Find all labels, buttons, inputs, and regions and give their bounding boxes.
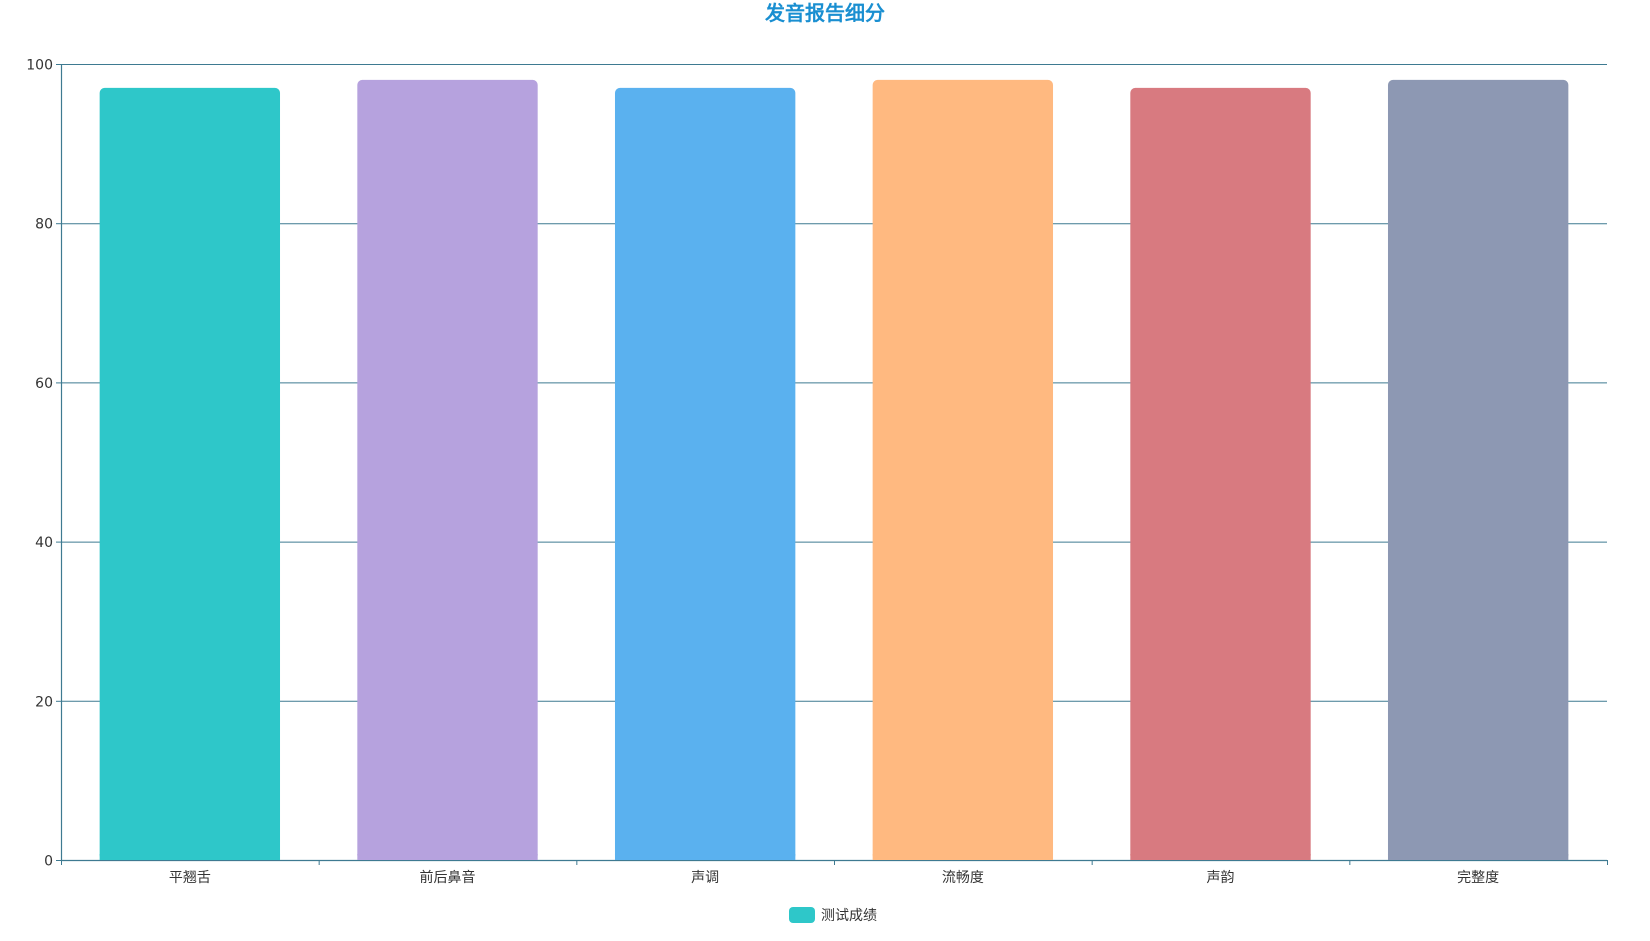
- y-axis-labels: 0 20 40 60 80 100: [26, 58, 53, 870]
- bar-base: [1130, 854, 1311, 860]
- bar-base: [99, 854, 281, 860]
- bar[interactable]: [1130, 87, 1311, 860]
- legend-swatch[interactable]: [789, 907, 815, 923]
- legend[interactable]: 测试成绩: [789, 907, 877, 924]
- bar-base: [872, 854, 1054, 860]
- x-tick-label: 平翘舌: [169, 870, 211, 886]
- y-tick-label: 60: [35, 376, 53, 392]
- x-tick-label: 流畅度: [942, 870, 984, 886]
- y-tick-label: 0: [44, 854, 53, 870]
- legend-label[interactable]: 测试成绩: [821, 908, 877, 924]
- y-tick-label: 80: [35, 217, 53, 233]
- bar[interactable]: [872, 79, 1054, 861]
- x-tick-label: 完整度: [1457, 870, 1499, 886]
- bar[interactable]: [357, 79, 538, 861]
- bars: [99, 79, 1569, 861]
- x-tick-label: 声调: [691, 870, 719, 886]
- x-tick-label: 声韵: [1207, 870, 1235, 886]
- bar-base: [357, 854, 538, 860]
- y-tick-label: 40: [35, 535, 53, 551]
- axes: [56, 64, 1608, 865]
- bar[interactable]: [99, 87, 281, 860]
- x-tick-label: 前后鼻音: [420, 869, 476, 886]
- chart-title: 发音报告细分: [764, 1, 885, 25]
- y-tick-label: 100: [26, 58, 53, 74]
- x-axis-labels: 平翘舌 前后鼻音 声调 流畅度 声韵 完整度: [169, 869, 1499, 886]
- bar-base: [1387, 854, 1569, 860]
- bar-base: [614, 854, 796, 860]
- bar[interactable]: [1387, 79, 1569, 861]
- y-tick-label: 20: [35, 694, 53, 710]
- grid-lines: [61, 64, 1607, 702]
- bar[interactable]: [614, 87, 796, 860]
